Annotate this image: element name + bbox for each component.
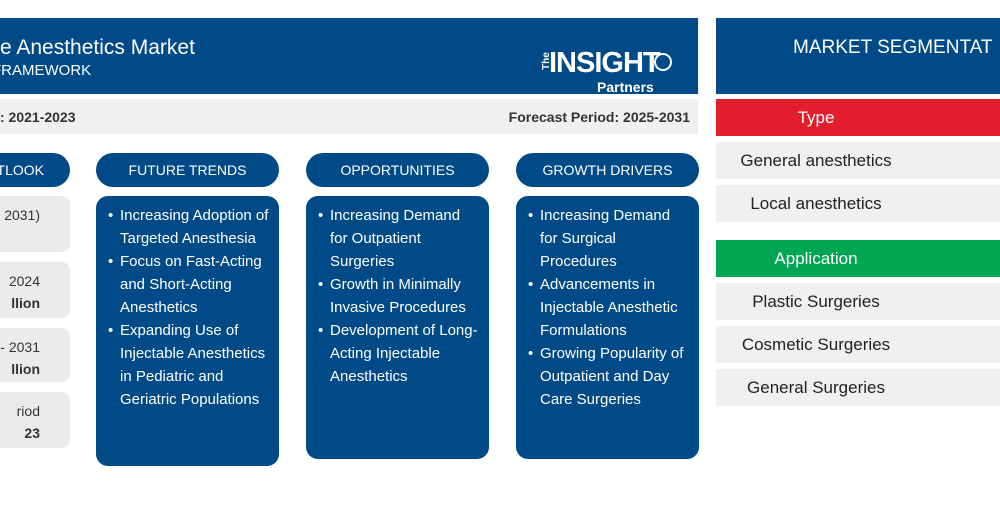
- stat-card: 2024 llion: [0, 262, 70, 318]
- stat-card: 25 - 2031 llion: [0, 328, 70, 382]
- svg-text:The: The: [541, 52, 552, 70]
- segment-item-label: General Surgeries: [747, 377, 885, 397]
- segmentation-header: MARKET SEGMENTAT: [716, 18, 1000, 94]
- segment-item: General anesthetics: [716, 142, 1000, 179]
- stat-value: llion: [11, 295, 40, 311]
- segment-application-header: Application: [716, 240, 1000, 277]
- growth-drivers-card: Increasing Demand for Surgical Procedure…: [516, 196, 699, 459]
- segment-item-label: General anesthetics: [740, 150, 892, 170]
- tab-outlook: TLOOK: [0, 153, 70, 187]
- segment-label: Application: [774, 248, 858, 268]
- period-bar: : 2021-2023 Forecast Period: 2025-2031: [0, 99, 698, 134]
- segment-item: Plastic Surgeries: [716, 283, 1000, 320]
- segment-item: Local anesthetics: [716, 185, 1000, 222]
- historic-period: : 2021-2023: [0, 109, 76, 125]
- segment-item: General Surgeries: [716, 369, 1000, 406]
- list-item: Focus on Fast-Acting and Short-Acting An…: [108, 250, 271, 319]
- stat-line: 25 - 2031: [0, 339, 40, 355]
- forecast-period: Forecast Period: 2025-2031: [508, 109, 690, 125]
- tab-opportunities: OPPORTUNITIES: [306, 153, 489, 187]
- list-item: Increasing Demand for Outpatient Surgeri…: [318, 204, 481, 273]
- future-trends-card: Increasing Adoption of Targeted Anesthes…: [96, 196, 279, 466]
- outlook-label: TLOOK: [0, 162, 44, 178]
- list-item: Advancements in Injectable Anesthetic Fo…: [528, 273, 691, 342]
- stat-line: - 2031): [0, 207, 40, 223]
- list-item: Development of Long-Acting Injectable An…: [318, 319, 481, 388]
- stat-line: riod: [16, 403, 40, 419]
- stat-card: riod 23: [0, 392, 70, 448]
- stat-value: llion: [11, 361, 40, 377]
- tab-growth-drivers: GROWTH DRIVERS: [516, 153, 699, 187]
- svg-text:INSIGHT: INSIGHT: [549, 47, 661, 79]
- segment-item-label: Plastic Surgeries: [752, 291, 880, 311]
- stat-value: 23: [24, 425, 40, 441]
- column-label: GROWTH DRIVERS: [542, 162, 673, 178]
- logo: The INSIGHT Partners: [535, 34, 675, 103]
- opportunities-card: Increasing Demand for Outpatient Surgeri…: [306, 196, 489, 459]
- svg-text:Partners: Partners: [597, 79, 654, 95]
- list-item: Growing Popularity of Outpatient and Day…: [528, 342, 691, 411]
- segment-item-label: Local anesthetics: [750, 193, 882, 213]
- list-item: Increasing Adoption of Targeted Anesthes…: [108, 204, 271, 250]
- segment-item: Cosmetic Surgeries: [716, 326, 1000, 363]
- segment-type-header: Type: [716, 99, 1000, 136]
- stat-card: - 2031): [0, 196, 70, 252]
- tab-future-trends: FUTURE TRENDS: [96, 153, 279, 187]
- header-banner: e Anesthetics Market FRAMEWORK The INSIGH…: [0, 18, 698, 95]
- segmentation-title: MARKET SEGMENTAT: [793, 37, 993, 58]
- segment-label: Type: [797, 107, 835, 127]
- list-item: Growth in Minimally Invasive Procedures: [318, 273, 481, 319]
- list-item: Expanding Use of Injectable Anesthetics …: [108, 319, 271, 411]
- page-title: e Anesthetics Market: [0, 36, 195, 59]
- segment-item-label: Cosmetic Surgeries: [741, 334, 891, 354]
- page-subtitle: FRAMEWORK: [0, 62, 92, 79]
- column-label: FUTURE TRENDS: [128, 162, 247, 178]
- stat-line: 2024: [8, 273, 40, 289]
- column-label: OPPORTUNITIES: [340, 162, 455, 178]
- list-item: Increasing Demand for Surgical Procedure…: [528, 204, 691, 273]
